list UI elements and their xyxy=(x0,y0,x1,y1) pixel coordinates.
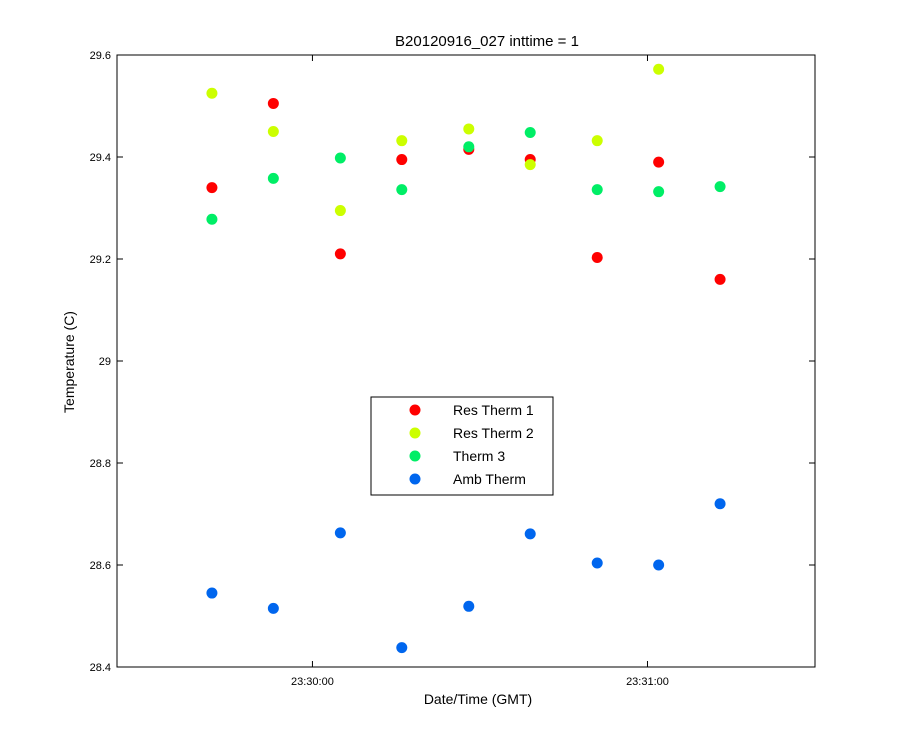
data-point xyxy=(267,97,279,109)
y-tick-label: 29.2 xyxy=(90,254,111,266)
data-point xyxy=(396,184,408,196)
data-point xyxy=(334,527,346,539)
data-point xyxy=(334,205,346,217)
data-point xyxy=(591,184,603,196)
data-point xyxy=(206,182,218,194)
x-tick-label: 23:30:00 xyxy=(291,676,334,688)
data-point xyxy=(653,63,665,75)
data-point xyxy=(396,135,408,147)
y-tick-label: 28.8 xyxy=(90,458,111,470)
y-tick-label: 29.6 xyxy=(90,50,111,62)
legend-marker xyxy=(409,404,421,416)
y-tick-label: 29.4 xyxy=(90,152,111,164)
data-point xyxy=(591,557,603,569)
data-point xyxy=(396,642,408,654)
data-point xyxy=(396,154,408,166)
data-point xyxy=(591,251,603,263)
legend-marker xyxy=(409,473,421,485)
data-point xyxy=(653,156,665,168)
legend-marker xyxy=(409,427,421,439)
data-point xyxy=(463,123,475,135)
data-point xyxy=(653,186,665,198)
data-point xyxy=(463,141,475,153)
legend-label: Amb Therm xyxy=(453,471,526,487)
data-point xyxy=(714,273,726,285)
data-points xyxy=(206,63,726,654)
y-axis-label: Temperature (C) xyxy=(61,311,77,413)
data-point xyxy=(206,213,218,225)
data-point xyxy=(267,126,279,137)
data-point xyxy=(524,159,536,171)
chart-title: B20120916_027 inttime = 1 xyxy=(395,33,579,50)
data-point xyxy=(463,600,475,612)
y-tick-label: 29 xyxy=(99,356,111,368)
y-tick-label: 28.6 xyxy=(90,560,111,572)
data-point xyxy=(591,135,603,147)
data-point xyxy=(334,248,346,260)
series-4 xyxy=(206,498,726,654)
legend-box xyxy=(370,396,554,496)
legend-label: Res Therm 1 xyxy=(453,402,534,418)
data-point xyxy=(267,602,279,614)
y-tick-label: 28.4 xyxy=(90,662,111,674)
data-point xyxy=(714,498,726,510)
x-tick-label: 23:31:00 xyxy=(626,676,669,688)
data-point xyxy=(524,127,536,139)
series-2 xyxy=(206,63,665,217)
legend-marker xyxy=(409,450,421,462)
legend: Res Therm 1 Res Therm 2 Therm 3 Amb Therm xyxy=(370,396,554,496)
axes: 28.4 28.6 28.8 29 29.2 29.4 29.6 23:30:00 23:31:… xyxy=(90,50,816,688)
data-point xyxy=(653,559,665,571)
legend-label: Therm 3 xyxy=(453,448,505,464)
data-point xyxy=(334,152,346,164)
data-point xyxy=(267,172,279,184)
data-point xyxy=(524,528,536,540)
data-point xyxy=(206,87,218,99)
data-point xyxy=(714,181,726,193)
series-3 xyxy=(206,127,726,225)
x-axis-label: Date/Time (GMT) xyxy=(424,691,532,707)
data-point xyxy=(206,587,218,599)
legend-label: Res Therm 2 xyxy=(453,425,534,441)
